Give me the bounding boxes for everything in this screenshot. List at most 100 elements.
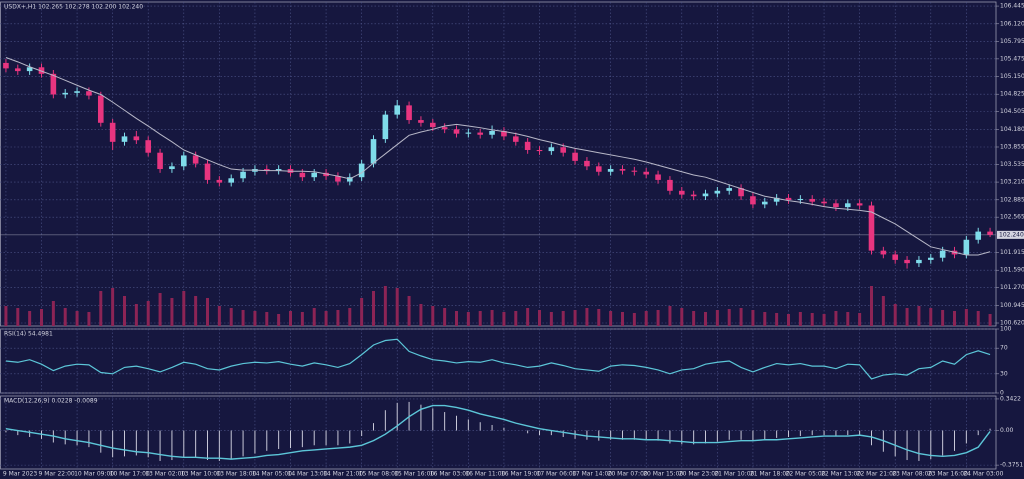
volume-bar <box>715 310 719 326</box>
volume-bar <box>692 311 696 326</box>
candle-body <box>453 129 460 134</box>
y-tick-label: 103.535 <box>1000 161 1024 168</box>
volume-bar <box>751 310 755 326</box>
volume-bar <box>206 298 209 326</box>
candle-body <box>335 176 341 182</box>
x-tick-label: 23 Mar 08:00 <box>892 471 932 478</box>
volume-bar <box>893 304 897 326</box>
panel-title: MACD(12,26,9) 0.0228 -0.0089 <box>4 398 98 405</box>
x-tick-label: 17 Mar 14:00 <box>572 471 612 478</box>
candle-body <box>429 122 436 128</box>
volume-bar <box>28 311 32 326</box>
last-price-box <box>997 230 1024 239</box>
volume-bar <box>372 291 375 326</box>
candle-body <box>726 188 733 191</box>
candle-body <box>584 160 590 167</box>
x-tick-label: 16 Mar 19:00 <box>501 471 541 478</box>
volume-bar <box>870 286 873 326</box>
candle-body <box>785 197 792 201</box>
y-tick-label: 104.180 <box>1000 126 1024 133</box>
x-tick-label: 14 Mar 13:00 <box>288 471 328 478</box>
volume-bar <box>99 291 103 326</box>
volume-bar <box>407 296 411 326</box>
x-tick-label: 22 Mar 21:00 <box>857 471 897 478</box>
candle-body <box>856 203 863 206</box>
candle-body <box>678 190 685 195</box>
volume-bar <box>881 296 885 326</box>
candle-body <box>50 73 57 95</box>
candle-body <box>892 254 899 260</box>
candle-body <box>880 250 887 255</box>
candle-body <box>595 166 602 172</box>
panel-title: RSI(14) 54.4981 <box>4 331 53 338</box>
x-tick-label: 17 Mar 06:00 <box>537 471 577 478</box>
volume-bar <box>324 311 328 326</box>
y-tick-label: 101.915 <box>1000 249 1024 256</box>
x-tick-label: 22 Mar 13:00 <box>821 471 861 478</box>
y-tick-label: 103.210 <box>1000 179 1024 186</box>
candle-body <box>690 194 697 197</box>
candle-body <box>3 62 9 69</box>
panel-frame <box>0 395 997 470</box>
candle-body <box>809 198 816 202</box>
volume-bar <box>609 311 613 326</box>
candle-body <box>74 91 80 93</box>
candle-body <box>773 197 780 202</box>
volume-bar <box>395 288 399 326</box>
candle-body <box>501 130 507 137</box>
volume-bar <box>455 311 458 326</box>
candle-body <box>346 177 353 182</box>
volume-bar <box>300 312 304 326</box>
volume-bar <box>905 308 909 326</box>
y-tick-label: 70 <box>1000 345 1008 352</box>
candle-body <box>963 239 970 255</box>
volume-bar <box>526 308 530 326</box>
y-tick-label: 0 <box>1000 390 1004 397</box>
volume-bar <box>621 312 624 326</box>
candle-body <box>26 67 33 72</box>
volume-bar <box>383 286 387 326</box>
candle-body <box>939 250 946 258</box>
volume-bar <box>182 291 186 326</box>
x-tick-label: 24 Mar 03:00 <box>963 471 1003 478</box>
signal-line <box>5 404 991 460</box>
volume-bar <box>123 296 126 326</box>
candle-body <box>927 257 934 260</box>
y-tick-label: 101.590 <box>1000 267 1024 274</box>
y-tick-label: 106.120 <box>1000 20 1024 27</box>
volume-bar <box>63 308 67 326</box>
candle-body <box>216 179 223 183</box>
candle-body <box>323 172 329 177</box>
volume-bar <box>253 311 257 326</box>
x-tick-label: 20 Mar 07:00 <box>608 471 648 478</box>
volume-bar <box>727 309 731 326</box>
moving-average <box>5 57 991 256</box>
volume-bar <box>443 308 447 326</box>
volume-bar <box>289 311 292 326</box>
volume-bar <box>549 312 553 326</box>
volume-bar <box>538 310 541 326</box>
y-tick-label: 100 <box>1000 326 1012 333</box>
candle-body <box>358 163 365 178</box>
rsi-line <box>5 338 991 380</box>
candle-body <box>844 203 851 208</box>
volume-bar <box>466 312 470 326</box>
candle-body <box>975 231 982 240</box>
volume-bar <box>846 312 850 326</box>
volume-bar <box>680 308 684 326</box>
volume-bar <box>964 309 968 326</box>
candle-body <box>797 198 804 201</box>
y-tick-label: 100.620 <box>1000 320 1024 327</box>
volume-bar <box>194 296 198 326</box>
volume-bar <box>419 304 423 326</box>
volume-bar <box>929 308 933 326</box>
x-tick-label: 13 Mar 02:00 <box>145 471 185 478</box>
candle-body <box>169 166 175 170</box>
volume-bar <box>834 311 838 326</box>
y-tick-label: 102.565 <box>1000 214 1024 221</box>
candle-body <box>655 174 661 180</box>
candle-body <box>536 149 543 152</box>
volume-bar <box>656 310 660 326</box>
y-tick-label: 103.855 <box>1000 143 1024 150</box>
candle-body <box>607 169 614 172</box>
